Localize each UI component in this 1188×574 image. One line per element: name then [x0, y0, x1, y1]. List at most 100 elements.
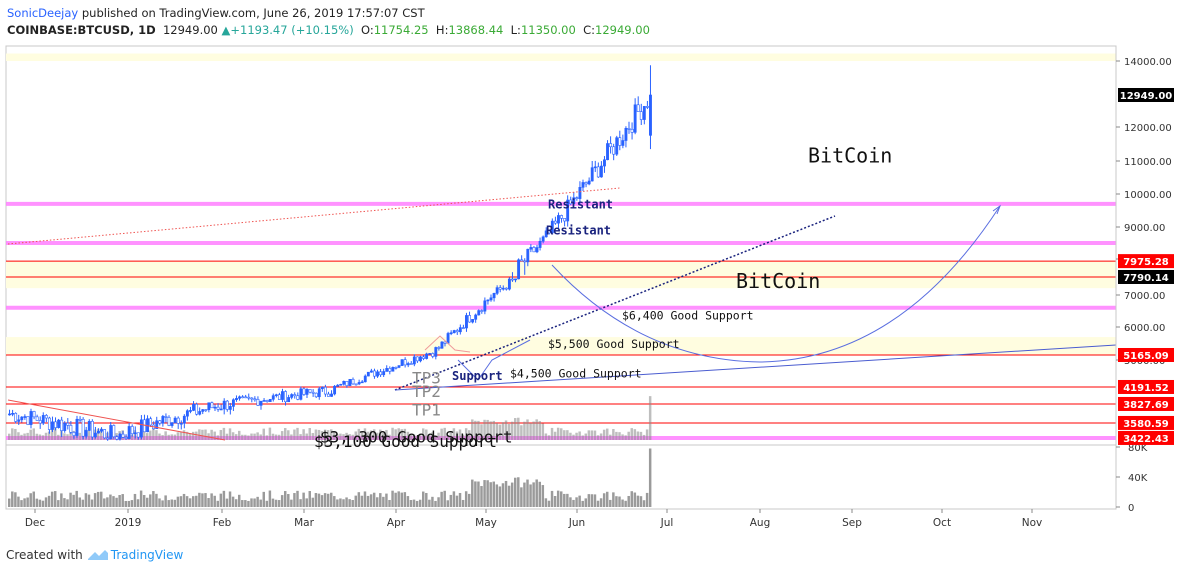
volume-bar: [514, 477, 517, 507]
candle-body: [155, 420, 159, 430]
candle-body: [603, 159, 606, 167]
volume-overlay-bar: [225, 433, 229, 440]
candle-body: [400, 359, 404, 366]
volume-bar: [449, 494, 453, 507]
candle-body: [612, 146, 616, 155]
volume-overlay-bar: [523, 421, 526, 440]
volume-bar: [305, 498, 308, 507]
volume-tick-label: 40K: [1128, 473, 1148, 484]
volume-bar: [47, 495, 51, 507]
volume-layer: [8, 396, 652, 507]
volume-overlay-bar: [29, 429, 32, 440]
volume-overlay-bar: [228, 428, 232, 440]
volume-overlay-bar: [517, 417, 520, 440]
volume-bar: [90, 499, 94, 507]
volume-overlay-bar: [372, 429, 376, 440]
candle-body: [75, 418, 79, 436]
candle-body: [391, 367, 395, 372]
volume-overlay-bar: [422, 428, 425, 440]
candle-body: [274, 394, 278, 397]
volume-bar: [590, 494, 594, 507]
author-link[interactable]: SonicDeejay: [7, 6, 79, 20]
candle-body: [615, 137, 619, 155]
candle-body: [57, 419, 61, 428]
volume-overlay-bar: [612, 429, 615, 440]
volume-bar: [452, 491, 456, 507]
volume-bar: [222, 490, 226, 507]
candle-body: [290, 394, 294, 398]
volume-bar: [142, 495, 146, 507]
volume-bar: [213, 495, 216, 507]
volume-overlay-bar: [418, 434, 422, 440]
volume-overlay-bar: [581, 435, 584, 440]
volume-overlay-bar: [238, 430, 241, 440]
volume-overlay-bar: [244, 434, 247, 440]
time-axis[interactable]: Dec 2019 Feb Mar Apr May Jun Jul Aug Sep Oct Nov: [6, 508, 1116, 529]
candle-body: [320, 386, 324, 390]
volume-overlay-bar: [66, 434, 69, 440]
volume-overlay-bar: [532, 421, 535, 440]
volume-overlay-bar: [382, 432, 385, 440]
price-tag-bg: [1118, 347, 1174, 362]
candle-body: [103, 429, 107, 439]
volume-bar: [566, 493, 569, 507]
volume-overlay-bar: [400, 429, 403, 440]
candle-body: [182, 415, 186, 424]
candle-body: [409, 363, 413, 365]
candle-body: [189, 410, 192, 412]
price-tag-label: 4191.52: [1123, 383, 1169, 394]
candle-body: [633, 104, 637, 133]
volume-overlay-bar: [599, 433, 603, 440]
candle-body: [210, 402, 214, 409]
volume-overlay-bar: [541, 423, 545, 440]
candle-body: [268, 398, 272, 402]
candle-body: [247, 396, 251, 399]
volume-overlay-bar: [63, 433, 66, 440]
volume-bar: [406, 496, 410, 507]
volume-overlay-bar: [201, 429, 204, 440]
chart-annotation: $5,500 Good Support: [548, 337, 680, 351]
high-value: 13868.44: [448, 23, 504, 37]
volume-overlay-bar: [167, 434, 170, 440]
volume-overlay-bar: [569, 432, 572, 440]
volume-overlay-bar: [385, 429, 388, 440]
volume-bar: [639, 496, 643, 507]
candle-body: [299, 388, 303, 400]
arrow-head-icon: [992, 204, 1002, 215]
candle-body: [133, 432, 137, 435]
candle-body: [624, 128, 628, 141]
volume-bar: [66, 499, 69, 507]
tradingview-brand[interactable]: TradingView: [110, 548, 184, 562]
candle-body: [507, 278, 511, 290]
candle-body: [357, 382, 361, 385]
candle-body: [14, 413, 18, 422]
candle-body: [369, 370, 373, 373]
candle-body: [514, 278, 517, 281]
volume-bar: [308, 491, 311, 507]
volume-overlay-bar: [256, 432, 259, 440]
volume-overlay-bar: [556, 427, 560, 440]
candle-body: [198, 411, 202, 415]
y-tick-label: 14000.00: [1124, 57, 1172, 68]
volume-overlay-bar: [648, 396, 652, 440]
volume-overlay-bar: [44, 432, 48, 440]
volume-overlay-bar: [376, 432, 379, 440]
volume-overlay-bar: [498, 424, 502, 440]
volume-bar: [544, 498, 548, 507]
volume-bar: [507, 485, 511, 507]
candle-body: [480, 310, 484, 312]
candle-body: [461, 327, 465, 329]
price-chart[interactable]: 14000.00 12000.00 11000.00 10000.00 9000.00 8…: [0, 42, 1188, 542]
candle-body: [130, 426, 134, 435]
candle-body: [569, 199, 573, 205]
volume-bar: [563, 493, 566, 507]
volume-bar: [443, 490, 446, 507]
volume-bar: [455, 495, 459, 507]
candle-body: [281, 391, 284, 400]
y-tick-label: 6000.00: [1124, 323, 1165, 334]
candle-body: [581, 182, 585, 188]
volume-overlay-bar: [501, 422, 505, 440]
created-with-label: Created with: [6, 548, 83, 562]
volume-bar: [198, 492, 201, 507]
chart-annotation: $3, 300 Good Support: [320, 428, 513, 447]
